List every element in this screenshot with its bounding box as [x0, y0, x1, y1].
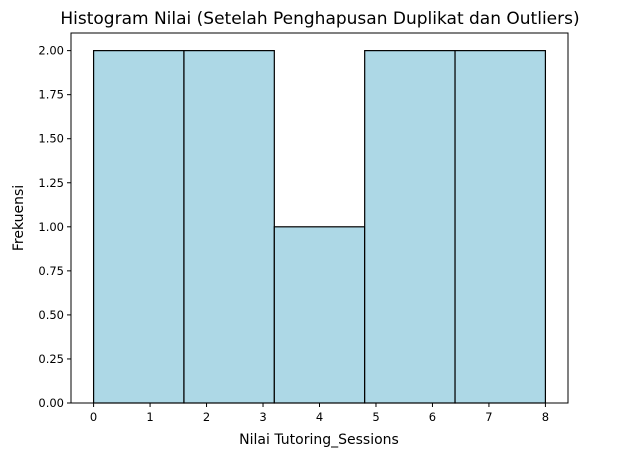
y-tick-label: 0.25 — [38, 352, 64, 366]
bars-group — [92, 50, 547, 404]
y-tick-label: 1.75 — [38, 88, 64, 102]
y-tick-label: 1.25 — [38, 176, 64, 190]
y-tick-label: 0.75 — [38, 264, 64, 278]
x-axis-label: Nilai Tutoring_Sessions — [239, 432, 399, 448]
x-tick-label: 2 — [203, 410, 210, 424]
x-tick-label: 1 — [146, 410, 153, 424]
histogram-bar-1 — [183, 50, 275, 404]
histogram-bar-3 — [364, 50, 456, 404]
y-tick-label: 1.50 — [38, 132, 64, 146]
y-axis-label: Frekuensi — [11, 185, 27, 251]
y-tick-label: 2.00 — [38, 44, 64, 58]
histogram-bar-0 — [92, 50, 185, 404]
x-tick-label: 5 — [372, 410, 379, 424]
x-tick-label: 6 — [429, 410, 436, 424]
x-tick-label: 8 — [542, 410, 549, 424]
x-tick-label: 3 — [259, 410, 266, 424]
histogram-bar-2 — [273, 226, 366, 404]
x-tick-label: 0 — [90, 410, 97, 424]
chart-title: Histogram Nilai (Setelah Penghapusan Dup… — [60, 9, 579, 29]
histogram-bar-4 — [454, 50, 547, 404]
y-tick-label: 0.50 — [38, 308, 64, 322]
y-tick-label: 1.00 — [38, 220, 64, 234]
x-tick-label: 4 — [316, 410, 323, 424]
x-tick-label: 7 — [485, 410, 492, 424]
y-tick-label: 0.00 — [38, 396, 64, 410]
y-axis-ticks: 0.00 0.25 0.50 0.75 1.00 1.25 1.50 1.75 2.00 — [38, 44, 71, 410]
x-axis-ticks: 0 1 2 3 4 5 6 7 8 — [90, 403, 549, 424]
